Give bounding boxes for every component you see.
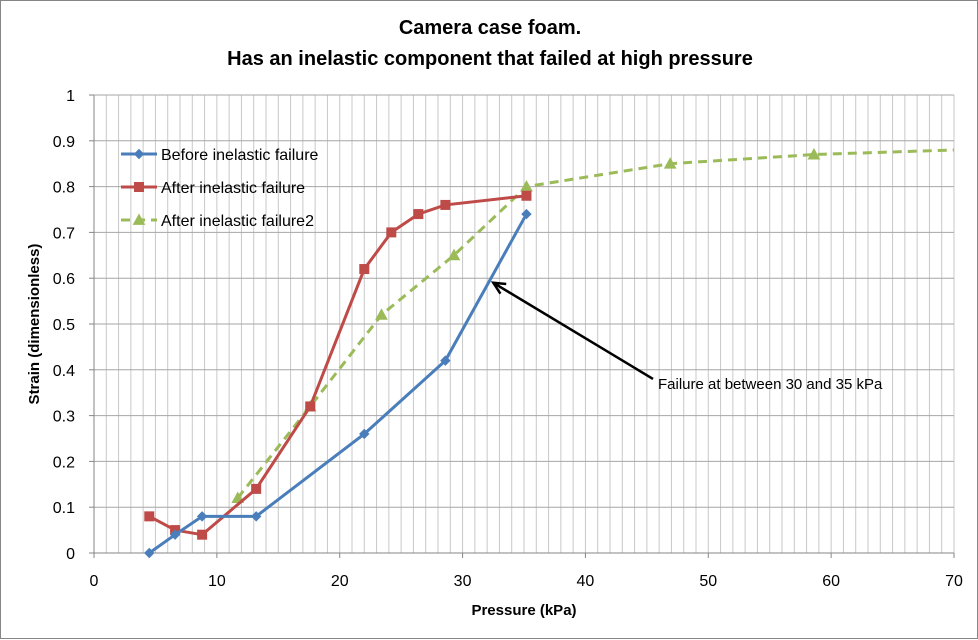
x-tick-label: 50 [699, 573, 717, 590]
x-tick-label: 30 [454, 573, 472, 590]
legend-marker [134, 182, 144, 192]
data-point [447, 248, 461, 261]
y-tick-label: 0.1 [53, 500, 75, 517]
data-point [521, 190, 532, 201]
chart-title-line-1: Camera case foam. [399, 17, 581, 39]
data-point [169, 529, 181, 540]
legend-label: After inelastic failure [161, 180, 305, 197]
data-point [251, 483, 262, 494]
legend-marker [133, 148, 145, 160]
data-point [144, 547, 155, 559]
data-point [520, 180, 533, 192]
data-point [359, 264, 370, 275]
y-tick-label: 0.8 [53, 180, 75, 197]
legend: Before inelastic failure After inelastic … [121, 147, 319, 230]
data-point [440, 355, 451, 366]
data-point [521, 208, 532, 220]
y-tick-label: 0.6 [53, 271, 75, 288]
data-point [663, 157, 677, 169]
y-tick-label: 0.9 [53, 134, 75, 151]
legend-entry-1: Before inelastic failure [121, 147, 319, 164]
y-tick-label: 0 [66, 546, 75, 563]
y-axis-ticks: 0 0.1 0.2 0.3 0.4 0.5 0.6 0.7 0.8 0.9 1 [53, 88, 94, 563]
y-tick-label: 0.4 [53, 363, 75, 380]
chart-title-line-2: Has an inelastic component that failed a… [227, 48, 753, 70]
data-point [196, 511, 208, 522]
data-point [144, 511, 155, 522]
data-point [250, 511, 262, 522]
legend-entry-3: After inelastic failure2 [121, 213, 314, 230]
annotation-text: Failure at between 30 and 35 kPa [658, 376, 883, 393]
x-tick-label: 60 [822, 573, 840, 590]
data-point [440, 199, 451, 210]
data-point [359, 428, 370, 440]
annotation-arrowhead [490, 281, 507, 295]
data-point [197, 529, 208, 540]
grid [93, 94, 955, 554]
x-axis-label: Pressure (kPa) [471, 602, 576, 619]
series-line [236, 148, 955, 499]
annotation: Failure at between 30 and 35 kPa [490, 281, 883, 393]
data-point [386, 227, 397, 238]
y-tick-label: 0.2 [53, 454, 75, 471]
y-tick-label: 0.3 [53, 409, 75, 426]
series-3 [231, 148, 955, 503]
series-1 [144, 208, 532, 559]
series-line [148, 213, 528, 555]
y-tick-label: 1 [66, 88, 75, 105]
y-tick-label: 0.5 [53, 317, 75, 334]
legend-marker [132, 213, 146, 225]
series-layer [144, 148, 955, 559]
legend-label: Before inelastic failure [161, 147, 319, 164]
x-axis-ticks: 0 10 20 30 40 50 60 70 [90, 553, 963, 590]
y-axis-label: Strain (dimensionless) [26, 244, 43, 405]
data-point [807, 148, 821, 160]
series-line [148, 194, 527, 537]
legend-entry-2: After inelastic failure [121, 180, 305, 197]
x-tick-label: 40 [577, 573, 595, 590]
data-point [413, 209, 424, 220]
x-tick-label: 70 [945, 573, 963, 590]
x-tick-label: 20 [331, 573, 349, 590]
data-point [305, 401, 316, 412]
legend-label: After inelastic failure2 [161, 213, 314, 230]
data-point [375, 308, 388, 320]
x-tick-label: 10 [208, 573, 226, 590]
x-tick-label: 0 [90, 573, 99, 590]
series-2 [144, 190, 532, 540]
data-point [231, 491, 245, 503]
y-tick-label: 0.7 [53, 225, 75, 242]
annotation-arrow [492, 281, 654, 381]
